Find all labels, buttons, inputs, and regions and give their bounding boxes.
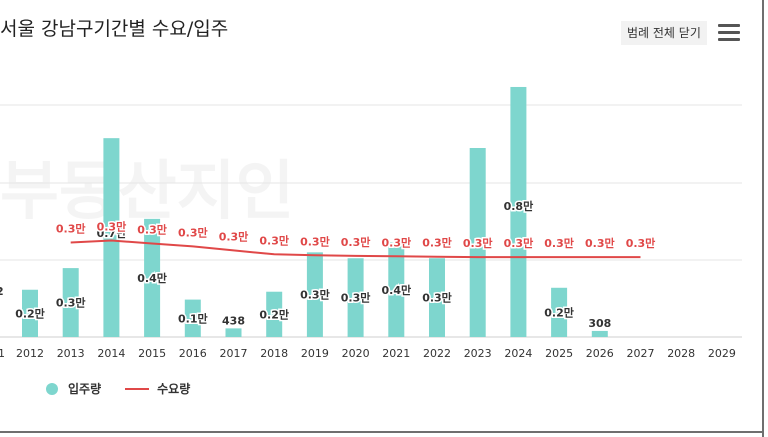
demand-value-label: 0.3만 (219, 229, 249, 243)
bar-value-label: 0.2만 (544, 305, 574, 319)
demand-value-label: 0.3만 (300, 234, 330, 248)
legend-line-icon (125, 387, 150, 390)
legend-label-demand: 수요량 (157, 382, 191, 396)
supply-bar (591, 330, 608, 337)
supply-bar (347, 258, 364, 337)
x-tick-label: 2025 (545, 347, 573, 360)
supply-bar (103, 138, 120, 337)
x-tick-label: 2013 (57, 347, 85, 360)
x-tick-label: 2014 (97, 347, 125, 360)
demand-value-label: 0.3만 (422, 236, 452, 250)
demand-value-label: 0.3만 (544, 236, 574, 250)
x-tick-label: 2019 (301, 347, 329, 360)
x-tick-label: 2024 (504, 347, 532, 360)
bar-value-label: 438 (222, 314, 245, 327)
x-tick-label: 2026 (586, 347, 614, 360)
bar-value-label: 0.3만 (422, 291, 452, 305)
bar-value-label: 0.4만 (381, 283, 411, 297)
bar-value-label: 0.3만 (300, 288, 330, 302)
bar-value-label: 0.2만 (259, 307, 289, 321)
demand-value-label: 0.3만 (137, 222, 167, 236)
supply-bar (469, 148, 486, 337)
demand-value-label: 0.3만 (463, 236, 493, 250)
bar-value-label: 0.3만 (56, 296, 86, 310)
x-tick-label: 2012 (16, 347, 44, 360)
demand-value-label: 0.3만 (585, 236, 615, 250)
supply-bar (551, 287, 568, 337)
supply-bar (22, 289, 38, 337)
bar-value-label: 0.7만 (97, 226, 127, 240)
supply-bar (62, 268, 79, 337)
supply-bar (429, 258, 445, 337)
supply-bar (266, 291, 283, 337)
bar-value-label: 308 (588, 317, 611, 330)
x-tick-label: 2016 (179, 347, 207, 360)
supply-bar (184, 299, 201, 337)
demand-value-label: 0.3만 (504, 236, 534, 250)
demand-line (70, 239, 641, 259)
supply-bar (306, 252, 323, 337)
bar-value-label: 0.8만 (504, 199, 534, 213)
bar-value-label: 0.1만 (178, 311, 208, 325)
demand-value-label: 0.3만 (341, 235, 371, 249)
x-tick-label: 2015 (138, 347, 166, 360)
x-tick-label: 2028 (667, 347, 695, 360)
legend-dot-icon (46, 382, 58, 395)
supply-bar (225, 328, 242, 337)
chart-legend: 입주량 수요량 (46, 380, 214, 397)
demand-value-label: 0.3만 (626, 236, 656, 250)
chart-title: 서울 강남구기간별 수요/입주 (0, 18, 229, 40)
x-tick-label: 2027 (627, 347, 655, 360)
frame-border-right (762, 0, 764, 437)
x-tick-label: 2018 (260, 347, 288, 360)
legend-item-supply[interactable]: 입주량 (46, 380, 101, 397)
demand-value-label: 0.3만 (381, 235, 411, 249)
demand-value-label: 0.3만 (56, 222, 86, 236)
x-tick-label: 2022 (423, 347, 451, 360)
demand-value-label: 0.3만 (178, 225, 208, 239)
x-tick-label: 1 (0, 347, 5, 360)
supply-bar (144, 218, 161, 337)
legend-item-demand[interactable]: 수요량 (125, 380, 190, 397)
x-tick-label: 2017 (220, 347, 248, 360)
supply-bar (510, 86, 527, 337)
x-tick-label: 2021 (382, 347, 410, 360)
supply-bar (388, 242, 405, 337)
x-tick-label: 2020 (342, 347, 370, 360)
bar-value-label: 0.4만 (137, 271, 167, 285)
hamburger-menu-icon[interactable] (718, 24, 740, 42)
legend-label-supply: 입주량 (68, 382, 102, 396)
legend-toggle-button[interactable]: 범례 전체 닫기 (621, 21, 707, 45)
bar-value-label: 0.2만 (15, 306, 45, 320)
bar-value-label: 0.3만 (341, 291, 371, 305)
frame-border-bottom (0, 431, 764, 433)
demand-value-label: 0.3만 (97, 220, 127, 234)
demand-value-label: 0.3만 (259, 233, 289, 247)
x-tick-label: 2023 (464, 347, 492, 360)
x-tick-label: 2029 (708, 347, 736, 360)
bar-value-label: 2 (0, 285, 4, 298)
